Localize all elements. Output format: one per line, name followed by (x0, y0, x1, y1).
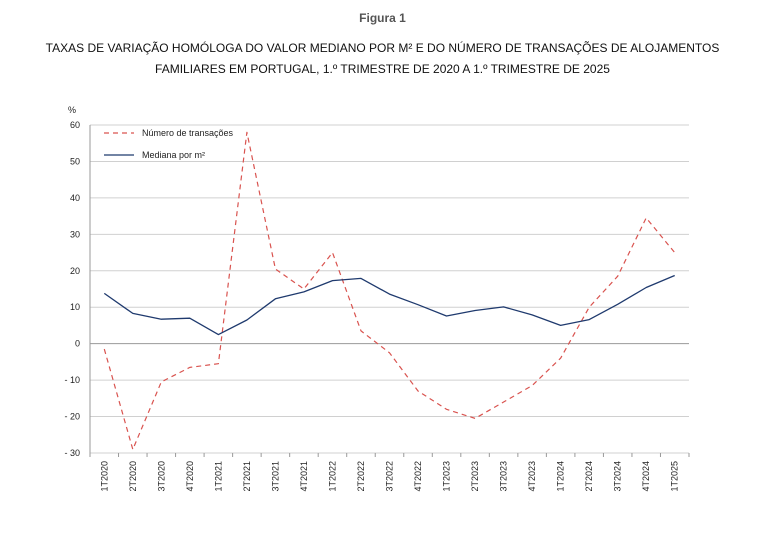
data-point (502, 305, 506, 309)
data-point (530, 313, 534, 317)
data-point (445, 314, 449, 318)
x-tick-label: 1T2021 (213, 461, 223, 492)
data-point (673, 251, 677, 255)
data-point (644, 286, 648, 290)
data-point (559, 323, 563, 327)
data-point (616, 302, 620, 306)
data-point (159, 317, 163, 321)
x-tick-label: 3T2022 (385, 461, 395, 492)
x-tick-label: 2T2021 (242, 461, 252, 492)
data-point (388, 292, 392, 296)
data-point (216, 362, 220, 366)
data-point (359, 276, 363, 280)
y-tick-label: 0 (75, 339, 80, 349)
x-tick-label: 3T2024 (613, 461, 623, 492)
data-point (302, 290, 306, 294)
figure-label: Figura 1 (359, 11, 406, 25)
chart-title: TAXAS DE VARIAÇÃO HOMÓLOGA DO VALOR MEDI… (30, 38, 735, 80)
data-point (131, 311, 135, 315)
x-tick-label: 2T2022 (356, 461, 366, 492)
data-point (416, 303, 420, 307)
gridlines (90, 124, 689, 454)
data-point (330, 279, 334, 283)
y-tick-label: - 20 (64, 412, 80, 422)
series-line-mediana (103, 274, 675, 336)
data-point (587, 318, 591, 322)
x-tick-label: 3T2021 (270, 461, 280, 492)
y-tick-label: - 10 (64, 375, 80, 385)
x-tick-label: 4T2021 (299, 461, 309, 492)
data-point (530, 384, 534, 388)
data-point (273, 297, 277, 301)
y-axis: % 60 50 40 30 20 10 0 - 10 - 20 - 30 (64, 105, 91, 458)
x-tick-label: 3T2020 (156, 461, 166, 492)
data-point (445, 407, 449, 411)
x-tick-label: 2T2024 (584, 461, 594, 492)
data-point (502, 400, 506, 404)
x-tick-label: 1T2023 (442, 461, 452, 492)
x-tick-label: 4T2024 (641, 461, 651, 492)
y-tick-label: 50 (70, 156, 80, 166)
chart-title-line-2: FAMILIARES EM PORTUGAL, 1.º TRIMESTRE DE… (155, 62, 610, 76)
data-point (416, 389, 420, 393)
data-point (102, 347, 106, 351)
y-axis-label: % (68, 105, 76, 115)
data-point (188, 365, 192, 369)
x-tick-label: 1T2020 (99, 461, 109, 492)
data-point (245, 130, 249, 134)
data-point (473, 416, 477, 420)
legend: Número de transações Mediana por m² (104, 128, 234, 160)
x-tick-label: 4T2023 (527, 461, 537, 492)
data-point (273, 267, 277, 271)
y-tick-label: - 30 (64, 448, 80, 458)
data-point (245, 318, 249, 322)
data-point (644, 216, 648, 220)
data-point (188, 316, 192, 320)
y-tick-label: 10 (70, 302, 80, 312)
data-point (559, 356, 563, 360)
data-point (102, 291, 106, 295)
y-tick-label: 20 (70, 266, 80, 276)
x-tick-label: 3T2023 (499, 461, 509, 492)
x-tick-label: 1T2022 (327, 461, 337, 492)
data-point (330, 251, 334, 255)
x-tick-label: 1T2025 (670, 461, 680, 492)
data-point (473, 309, 477, 313)
data-point (388, 351, 392, 355)
data-point (131, 447, 135, 451)
x-tick-label: 1T2024 (556, 461, 566, 492)
data-point (587, 305, 591, 309)
x-axis: 1T2020 2T2020 3T2020 4T2020 1T2021 2T2021 3T20… (89, 453, 690, 492)
chart-title-line-1: TAXAS DE VARIAÇÃO HOMÓLOGA DO VALOR MEDI… (45, 41, 720, 55)
series-line-transacoes (103, 131, 676, 450)
data-point (359, 329, 363, 333)
y-tick-label: 40 (70, 193, 80, 203)
y-tick-label: 60 (70, 120, 80, 130)
legend-label: Número de transações (142, 128, 234, 138)
data-point (616, 274, 620, 278)
series-group (102, 130, 677, 451)
x-tick-label: 2T2020 (128, 461, 138, 492)
data-point (216, 333, 220, 337)
y-tick-label: 30 (70, 229, 80, 239)
data-point (673, 274, 677, 278)
x-tick-label: 4T2022 (413, 461, 423, 492)
legend-label: Mediana por m² (142, 150, 205, 160)
x-tick-label: 4T2020 (185, 461, 195, 492)
data-point (159, 380, 163, 384)
x-tick-label: 2T2023 (470, 461, 480, 492)
